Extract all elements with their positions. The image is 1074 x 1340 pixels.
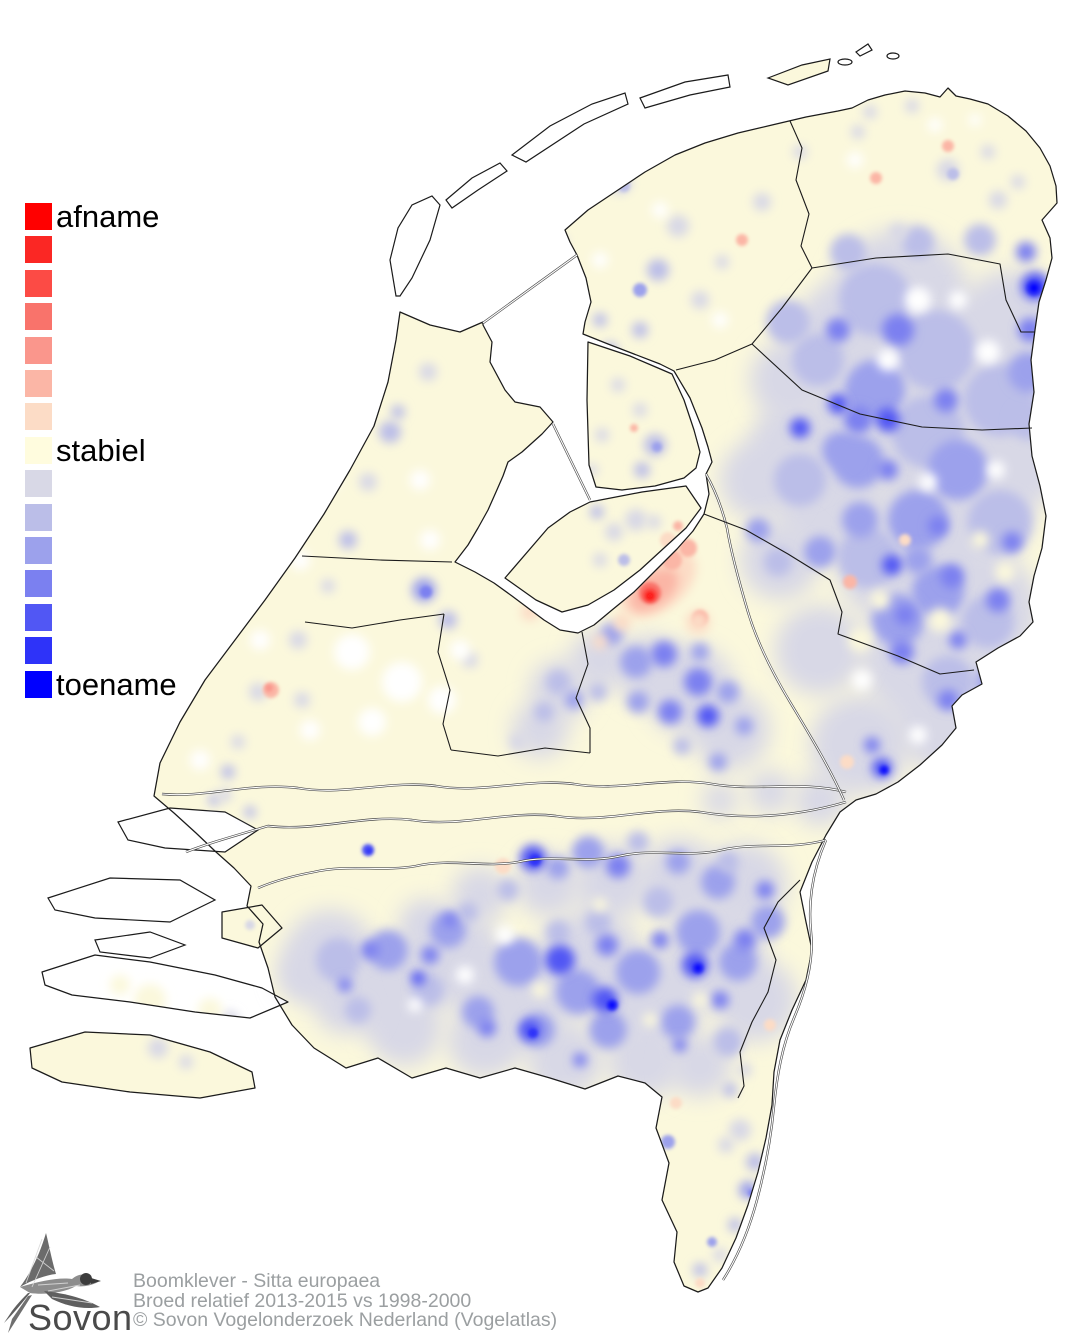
sovon-logo-text: Sovon [28, 1297, 133, 1338]
border-noordholland-zuidholland [304, 613, 445, 629]
border-overijssel-gelderland [703, 513, 975, 675]
legend-swatch [25, 336, 52, 364]
zeeland-islands [47, 807, 260, 959]
legend-label-toename: toename [56, 667, 177, 702]
caption-copyright: © Sovon Vogelonderzoek Nederland (Vogela… [133, 1309, 558, 1331]
legend-swatch [25, 403, 52, 431]
sovon-swallow-icon [4, 1233, 101, 1333]
legend-swatch [25, 637, 52, 665]
island-schiermonnikoog [766, 58, 831, 86]
caption-period: Broed relatief 2013-2015 vs 1998-2000 [133, 1289, 472, 1312]
legend-swatch [25, 303, 52, 331]
rivers [160, 472, 848, 1282]
islet [855, 43, 873, 57]
border-friesland-drenthe [751, 267, 813, 345]
legend-swatch [25, 570, 52, 598]
legend-swatch [25, 537, 52, 564]
legend-swatch [25, 670, 52, 698]
legend-swatch [25, 436, 52, 464]
border-drenthe-overijssel [751, 343, 1033, 431]
legend-swatch [25, 503, 52, 531]
island-schouwen [47, 877, 217, 923]
noordzeekanaal [301, 555, 453, 563]
border-friesland-overijssel [675, 343, 753, 371]
caption: Boomklever - Sitta europaea Broed relati… [133, 1270, 558, 1331]
border-groningen-drenthe [811, 253, 1035, 333]
border-brabant-limburg [737, 879, 801, 1099]
caption-species: Boomklever - Sitta europaea [133, 1270, 381, 1292]
land-fill [30, 43, 1057, 1292]
border-utrecht-west [437, 613, 452, 751]
legend-label-afname: afname [56, 199, 160, 234]
density-contours-polder [586, 378, 683, 567]
island-texel [389, 195, 441, 297]
legend-swatch [25, 470, 52, 498]
legend-swatch [25, 603, 52, 631]
island-noord-beveland [94, 931, 187, 959]
island-ameland [639, 74, 731, 109]
wadden-islands [389, 43, 900, 297]
province-borders [304, 120, 1035, 1099]
island-goeree [117, 807, 260, 853]
border-friesland-groningen [789, 120, 813, 269]
islet [886, 52, 900, 60]
legend-label-stabiel: stabiel [56, 433, 146, 468]
legend-swatch [25, 269, 52, 297]
island-vlieland [445, 162, 508, 209]
islet [837, 58, 853, 66]
legend-swatch [25, 203, 52, 230]
border-utrecht-east [575, 631, 591, 753]
island-terschelling [510, 92, 629, 163]
border-utrecht-south [450, 747, 591, 757]
legend-swatch [25, 370, 52, 397]
legend-swatch [25, 236, 52, 264]
